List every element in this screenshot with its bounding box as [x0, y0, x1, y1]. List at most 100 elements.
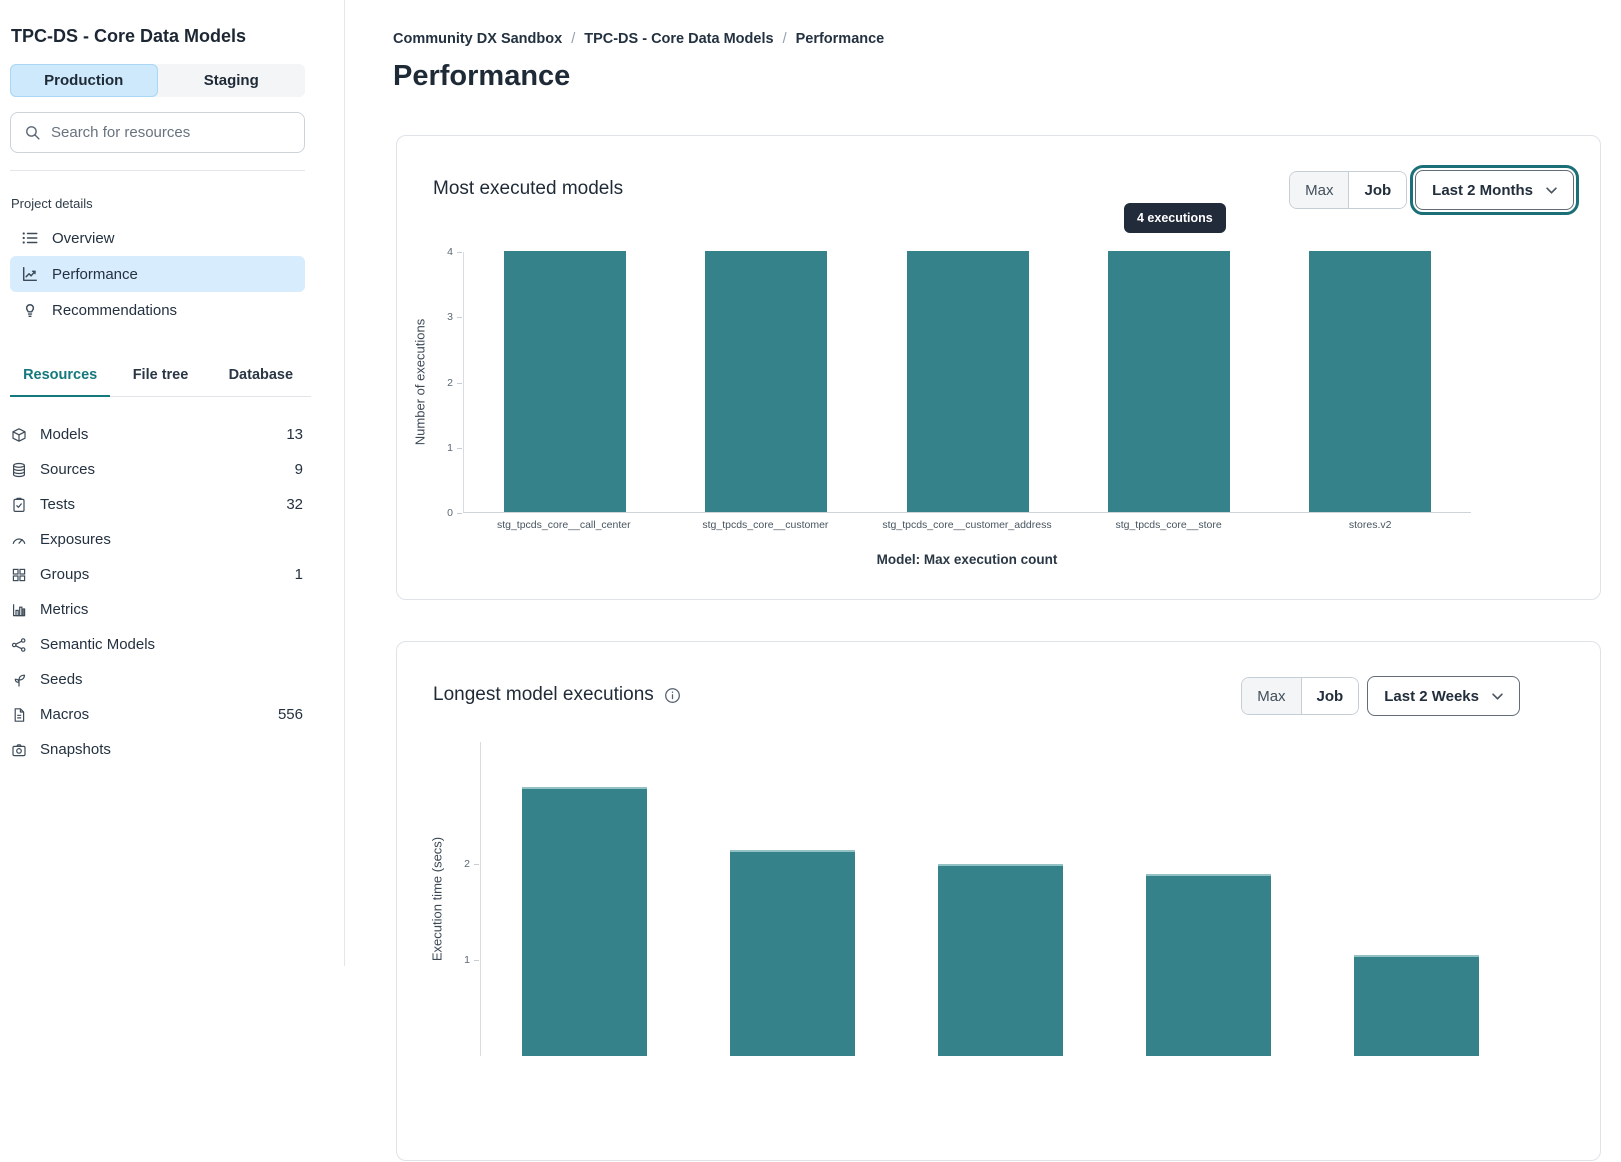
list-item-groups[interactable]: Groups 1 [10, 557, 304, 592]
time-range-value: Last 2 Months [1432, 181, 1533, 199]
database-icon [11, 462, 27, 478]
list-item-tests[interactable]: Tests 32 [10, 487, 304, 522]
y-axis-tick: 1 [447, 441, 462, 454]
tab-resources[interactable]: Resources [10, 357, 111, 397]
sidebar-item-recommendations[interactable]: Recommendations [10, 292, 305, 328]
list-item-label: Sources [40, 461, 96, 478]
list-item-label: Snapshots [40, 741, 111, 758]
breadcrumb-separator: / [782, 31, 787, 47]
bar-stg_tpcds_core__customer[interactable] [705, 251, 828, 512]
bar-column [464, 251, 665, 512]
bar-column [665, 251, 866, 512]
bar-column [1104, 742, 1312, 1056]
bar-stg_tpcds_core__call_center[interactable] [503, 251, 626, 512]
bar-column [1270, 251, 1471, 512]
list-item-macros[interactable]: Macros 556 [10, 697, 304, 732]
resource-list: Models 13 Sources 9 Tests 32 Exposures G… [10, 417, 304, 767]
bar-stg_tpcds_core__store[interactable] [1107, 251, 1230, 512]
list-item-metrics[interactable]: Metrics [10, 592, 304, 627]
y-axis-tick: 3 [447, 311, 462, 324]
list-item-label: Tests [40, 496, 76, 513]
x-category-label: stg_tpcds_core__customer [702, 519, 829, 531]
chart-tooltip: 4 executions [1124, 203, 1226, 233]
divider [10, 170, 305, 171]
card-title: Longest model executions [433, 684, 681, 706]
page-title: Performance [393, 60, 571, 92]
x-axis-title: Model: Max execution count [876, 552, 1058, 567]
count-badge: 13 [286, 426, 303, 443]
list-item-snapshots[interactable]: Snapshots [10, 732, 304, 767]
gauge-icon [11, 532, 27, 548]
bar-column [1068, 251, 1269, 512]
breadcrumb-link-project[interactable]: TPC-DS - Core Data Models [584, 31, 774, 47]
toggle-job-button[interactable]: Job [1348, 172, 1407, 208]
list-item-sources[interactable]: Sources 9 [10, 452, 304, 487]
sidebar-item-label: Overview [52, 229, 115, 247]
bar-1[interactable] [730, 850, 856, 1056]
list-item-models[interactable]: Models 13 [10, 417, 304, 452]
y-axis-label: Number of executions [412, 318, 428, 446]
bar-stores.v2[interactable] [1309, 251, 1432, 512]
y-axis-tick: 0 [447, 507, 462, 519]
plot-area: Number of executions [413, 251, 1471, 513]
bar-column [481, 742, 689, 1056]
sidebar-item-performance[interactable]: Performance [10, 256, 305, 292]
lightbulb-icon [21, 301, 39, 319]
chart-line-icon [21, 265, 39, 283]
search-input[interactable] [51, 124, 291, 141]
breadcrumb-link-account[interactable]: Community DX Sandbox [393, 31, 563, 47]
sidebar-item-label: Performance [52, 265, 138, 283]
plot-area: Execution time (secs) [430, 742, 1520, 1056]
bar-0[interactable] [522, 787, 648, 1056]
info-icon[interactable] [664, 687, 681, 704]
time-range-value: Last 2 Weeks [1384, 687, 1479, 705]
toggle-max-button[interactable]: Max [1290, 172, 1349, 208]
tab-production[interactable]: Production [10, 64, 158, 97]
bar-column [867, 251, 1068, 512]
x-category-label: stg_tpcds_core__store [1115, 519, 1222, 531]
clipboard-check-icon [11, 497, 27, 513]
count-badge: 556 [277, 706, 303, 723]
bar-column [1312, 742, 1520, 1056]
bar-chart-most-executed: 0 1 2 3 4 Number of executions stg_tpcds_cor… [413, 246, 1471, 582]
time-range-dropdown[interactable]: Last 2 Months [1410, 165, 1579, 215]
bar-2[interactable] [937, 864, 1063, 1056]
list-item-label: Groups [40, 566, 90, 583]
bar-3[interactable] [1145, 874, 1271, 1056]
tab-database[interactable]: Database [228, 367, 294, 383]
list-item-semantic-models[interactable]: Semantic Models [10, 627, 304, 662]
bar-chart-icon [11, 602, 27, 618]
card-controls: Max Job Last 2 Months [1289, 165, 1579, 215]
toggle-job-button[interactable]: Job [1300, 678, 1359, 714]
toggle-max-button[interactable]: Max [1242, 678, 1301, 714]
search-icon [24, 124, 41, 141]
count-badge: 1 [294, 566, 303, 583]
x-axis-category-labels: stg_tpcds_core__call_center stg_tpcds_cor… [463, 519, 1471, 531]
card-longest-model-executions: Longest model executions Max Job Last 2 … [396, 641, 1601, 1161]
time-range-dropdown[interactable]: Last 2 Weeks [1367, 676, 1520, 716]
bar-column [689, 742, 897, 1056]
chevron-down-icon [1492, 692, 1503, 700]
card-controls: Max Job Last 2 Weeks [1241, 676, 1520, 716]
environment-toggle: Production Staging [10, 64, 305, 97]
camera-icon [11, 742, 27, 758]
tab-staging[interactable]: Staging [158, 64, 306, 97]
resource-tabs: Resources File tree Database [10, 357, 311, 397]
search-box[interactable] [10, 112, 305, 153]
sidebar-item-overview[interactable]: Overview [10, 220, 305, 256]
seedling-icon [11, 672, 27, 688]
bar-4[interactable] [1353, 955, 1479, 1056]
file-icon [11, 707, 27, 723]
main-content: Community DX Sandbox / TPC-DS - Core Dat… [345, 0, 1621, 1161]
count-badge: 32 [286, 496, 303, 513]
list-item-label: Macros [40, 706, 90, 723]
bar-stg_tpcds_core__customer_address[interactable] [906, 251, 1029, 512]
card-header: Longest model executions Max Job Last 2 … [397, 642, 1600, 716]
card-header: Most executed models Max Job Last 2 Mont… [397, 136, 1600, 215]
list-item-label: Metrics [40, 601, 89, 618]
tab-file-tree[interactable]: File tree [132, 367, 189, 383]
list-item-exposures[interactable]: Exposures [10, 522, 304, 557]
list-item-seeds[interactable]: Seeds [10, 662, 304, 697]
list-item-label: Exposures [40, 531, 111, 548]
